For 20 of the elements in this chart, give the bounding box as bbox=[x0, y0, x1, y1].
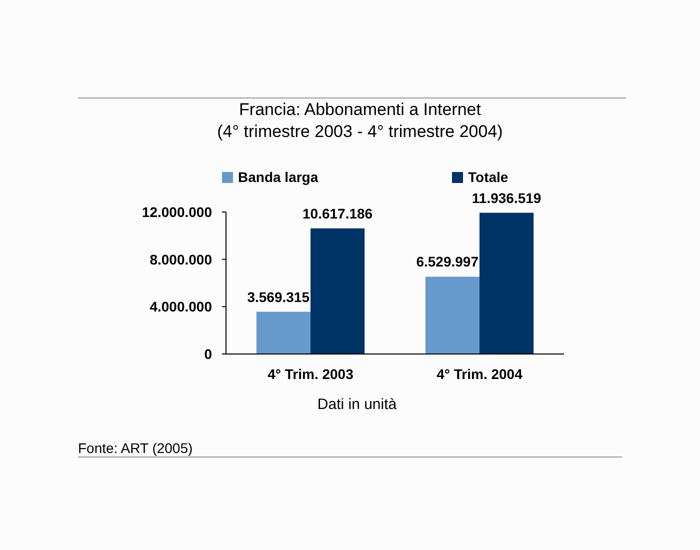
legend-label: Banda larga bbox=[238, 169, 318, 185]
y-tick-label: 8.000.000 bbox=[150, 251, 212, 268]
data-label: 11.936.519 bbox=[472, 190, 542, 206]
legend-label: Totale bbox=[468, 169, 508, 185]
y-tick-label: 12.000.000 bbox=[142, 204, 212, 220]
x-axis-title: Dati in unità bbox=[317, 396, 398, 413]
data-label: 3.569.315 bbox=[247, 288, 310, 305]
bar bbox=[256, 312, 310, 354]
bar bbox=[310, 228, 365, 354]
chart-title: Francia: Abbonamenti a Internet bbox=[239, 100, 482, 119]
data-label: 10.617.186 bbox=[302, 205, 373, 222]
bar bbox=[480, 212, 534, 354]
x-tick-label: 4° Trim. 2004 bbox=[436, 366, 523, 382]
bar bbox=[425, 276, 480, 354]
data-label: 6.529.997 bbox=[416, 254, 479, 270]
y-tick-label: 0 bbox=[204, 346, 212, 362]
y-tick-label: 4.000.000 bbox=[150, 298, 212, 315]
chart-subtitle: (4° trimestre 2003 - 4° trimestre 2004) bbox=[217, 122, 503, 141]
source-note: Fonte: ART (2005) bbox=[78, 440, 193, 456]
x-tick-label: 4° Trim. 2003 bbox=[268, 366, 354, 382]
